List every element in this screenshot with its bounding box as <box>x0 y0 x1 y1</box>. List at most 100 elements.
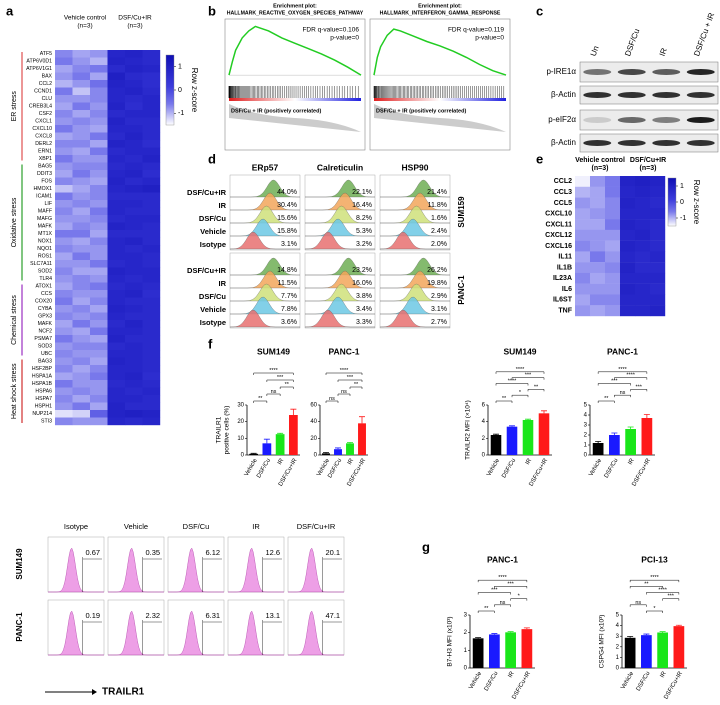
heatmap-cell <box>620 229 636 241</box>
histogram <box>304 231 375 250</box>
gate-value: 20.1 <box>325 548 340 557</box>
histogram <box>305 192 375 211</box>
group-label: Vehicle <box>200 305 226 314</box>
heatmap-cell <box>142 80 161 88</box>
heatmap-cell <box>605 283 621 295</box>
heatmap-cell <box>107 237 126 246</box>
percent-label: 30.4% <box>277 202 297 209</box>
heatmap-cell <box>90 372 108 381</box>
group-label: IR <box>219 201 227 210</box>
heatmap-cell <box>620 283 636 295</box>
heatmap-cell <box>125 177 143 186</box>
error-bar <box>323 452 329 454</box>
heatmap-cell <box>125 237 143 246</box>
heatmap-cell <box>125 95 143 103</box>
significance-bracket <box>325 400 339 403</box>
gene-label: ATF5 <box>40 51 52 57</box>
heatmap-cell <box>142 200 161 208</box>
heatmap-cell <box>142 372 161 381</box>
heatmap-cell <box>635 283 651 295</box>
heatmap-cell <box>650 240 666 252</box>
heatmap-cell <box>125 380 143 388</box>
gene-label: CSF2 <box>39 111 52 117</box>
heatmap-cell <box>125 72 143 81</box>
heatmap-cell <box>55 282 73 291</box>
histogram <box>288 610 344 656</box>
bar <box>522 420 534 455</box>
significance-bracket <box>629 586 663 589</box>
colorbar-tick-label: -1 <box>680 215 686 222</box>
heatmap-cell <box>142 237 161 246</box>
heatmap-cell <box>107 342 126 351</box>
group-label: Heat shock stress <box>11 363 18 419</box>
heatmap-cell <box>635 219 651 231</box>
marker-title: HSP90 <box>402 162 429 172</box>
heatmap-cell <box>90 387 108 396</box>
heatmap-cell <box>107 402 126 411</box>
chart-title: SUM149 <box>503 346 536 356</box>
gene-label: FOS <box>41 179 52 185</box>
error-bar <box>493 433 499 435</box>
heatmap-cell <box>107 57 126 66</box>
significance-label: ** <box>285 382 290 388</box>
gate-value: 0.19 <box>85 611 100 620</box>
histogram <box>380 179 450 198</box>
heatmap-cell <box>575 305 591 317</box>
gene-label: IL1B <box>557 264 572 271</box>
histogram <box>305 218 375 237</box>
heatmap-cell <box>107 380 126 388</box>
heatmap-cell <box>55 117 73 126</box>
heatmap-cell <box>650 208 666 220</box>
percent-label: 22.1% <box>352 189 372 196</box>
heatmap-cell <box>620 176 636 187</box>
panel-letter: c <box>536 3 543 18</box>
heatmap-cell <box>107 192 126 201</box>
heatmap-cell <box>90 267 108 276</box>
heatmap-cell <box>650 272 666 284</box>
bar <box>592 443 604 455</box>
y-tick-label: 2 <box>464 630 468 636</box>
error-bar <box>523 627 530 630</box>
heatmap-cell <box>142 72 161 81</box>
heatmap-cell <box>55 215 73 223</box>
heatmap-cell <box>142 245 161 253</box>
histogram <box>229 309 300 328</box>
significance-bracket <box>511 394 529 398</box>
chart-title: PANC-1 <box>487 554 518 564</box>
heatmap-cell <box>90 230 108 238</box>
heatmap-cell <box>125 117 143 126</box>
heatmap-cell <box>72 57 91 66</box>
heatmap-cell <box>125 87 143 96</box>
gene-label: BAG5 <box>38 164 52 170</box>
heatmap-cell <box>125 230 143 238</box>
heatmap-cell <box>142 365 161 373</box>
gene-label: BAX <box>42 74 53 80</box>
heatmap-cell <box>72 155 91 163</box>
heatmap-cell <box>90 72 108 81</box>
blot-frame <box>579 85 719 105</box>
bar <box>262 443 272 455</box>
heatmap-cell <box>72 252 91 261</box>
heatmap-cell <box>72 192 91 201</box>
x-tick-label: IR <box>277 457 286 466</box>
heatmap-cell <box>125 200 143 208</box>
error-bar <box>659 631 666 633</box>
significance-bracket <box>494 604 511 607</box>
heatmap-cell <box>90 305 108 313</box>
significance-label: **** <box>658 587 667 593</box>
gene-label: ICAM1 <box>36 194 52 200</box>
heatmap-cell <box>107 170 126 178</box>
gene-label: HSPA1B <box>32 381 53 387</box>
heatmap-cell <box>72 222 91 231</box>
heatmap-cell <box>107 125 126 133</box>
error-bar <box>627 426 634 429</box>
x-tick-label: DSF/Cu <box>604 458 620 479</box>
histogram <box>379 309 450 328</box>
error-bar <box>475 637 482 639</box>
heatmap-cell <box>142 177 161 186</box>
lane-label: IR <box>658 47 669 58</box>
heatmap-cell <box>590 283 606 295</box>
gene-label: IL23A <box>553 275 572 282</box>
gene-label: DERL2 <box>35 141 52 147</box>
